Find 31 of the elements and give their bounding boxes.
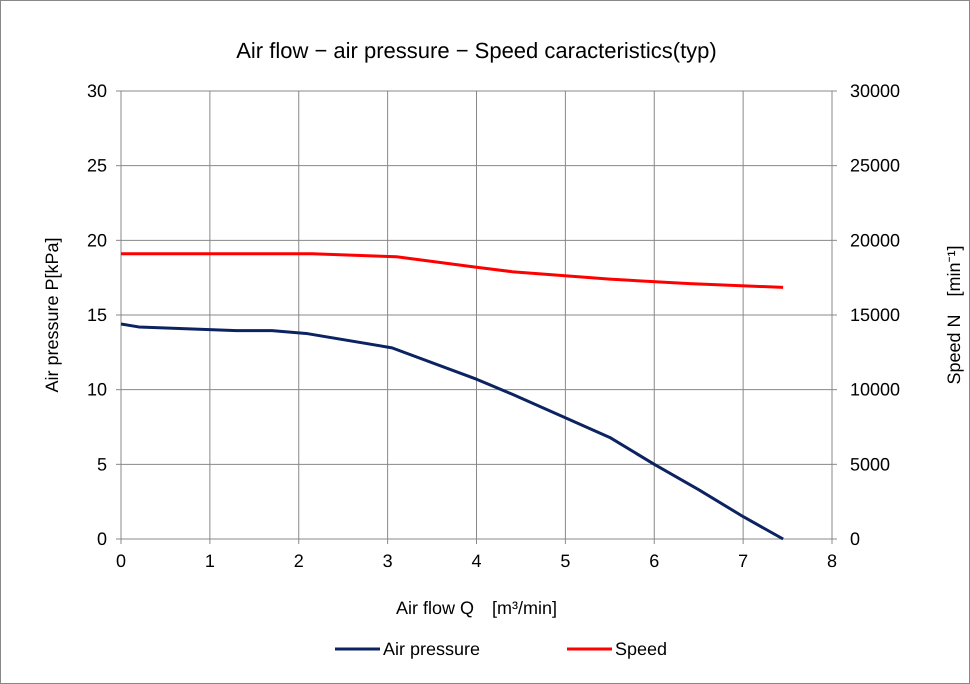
y2-tick-label: 15000 [850, 305, 900, 325]
y2-tick-label: 20000 [850, 230, 900, 250]
line-series [120, 322, 785, 540]
chart-title: Air flow − air pressure − Speed caracteristics(typ) [236, 38, 717, 63]
x-axis-title: Air flow Q [m³/min] [396, 598, 558, 618]
y2-tick-label: 5000 [850, 454, 890, 474]
x-tick-label: 1 [204, 551, 215, 571]
y2-tick-label: 30000 [850, 81, 900, 101]
x-tick-label: 0 [116, 551, 126, 571]
y2-tick-label: 0 [850, 529, 860, 549]
y2-tick-label: 25000 [850, 156, 900, 176]
x-tick-label: 5 [560, 551, 570, 571]
x-tick-label: 6 [649, 551, 660, 571]
x-tick-label: 7 [738, 551, 748, 571]
y-tick-label: 15 [86, 305, 107, 325]
y2-tick-label: 10000 [850, 380, 900, 400]
y-axis-title: Air pressure P[kPa] [42, 237, 62, 393]
legend-label: Air pressure [383, 639, 480, 659]
y-tick-label: 20 [86, 230, 107, 250]
legend-label: Speed [615, 639, 668, 659]
x-tick-label: 4 [471, 551, 482, 571]
y2-axis-title: Speed N [min⁻¹] [944, 245, 964, 385]
x-tick-label: 3 [382, 551, 393, 571]
y-tick-label: 25 [86, 156, 107, 176]
x-tick-label: 8 [826, 551, 838, 571]
x-tick-label: 2 [294, 551, 304, 571]
y-tick-label: 30 [86, 81, 107, 101]
line-series [120, 252, 785, 289]
y-tick-label: 10 [86, 380, 107, 400]
y-tick-label: 0 [96, 529, 107, 549]
y-tick-label: 5 [96, 454, 107, 474]
